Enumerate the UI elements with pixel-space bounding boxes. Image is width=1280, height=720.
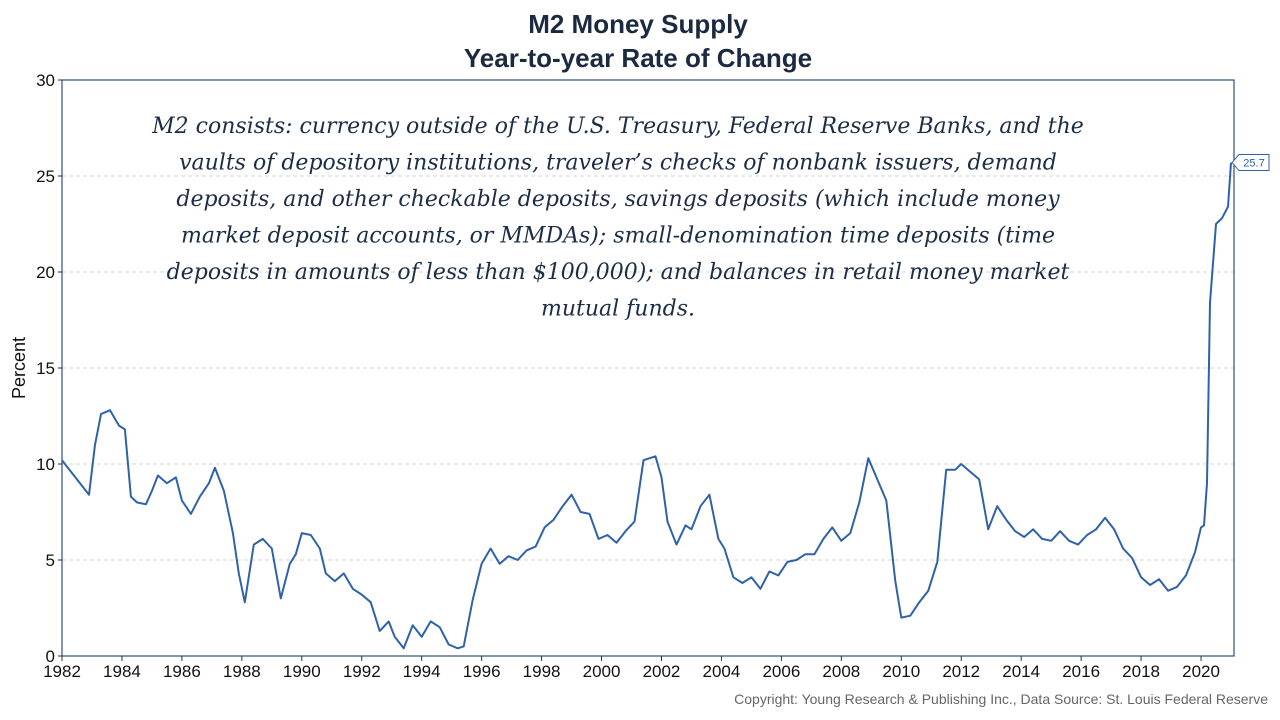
x-tick-label: 2006 [762, 662, 800, 681]
m2-definition-note: M2 consists: currency outside of the U.S… [151, 114, 1084, 322]
x-tick-label: 2012 [942, 662, 980, 681]
x-tick-label: 2008 [822, 662, 860, 681]
y-tick-label: 0 [46, 647, 55, 666]
series-line-m2-yoy [61, 162, 1232, 650]
note-line: deposits, and other checkable deposits, … [176, 187, 1060, 212]
x-tick-label: 2018 [1122, 662, 1160, 681]
x-tick-label: 2002 [643, 662, 681, 681]
y-tick-label: 10 [36, 455, 55, 474]
x-axis-ticks: 1982 1984 1986 1988 1990 1992 1994 1996 1998 2000… [43, 656, 1220, 681]
x-tick-label: 2020 [1182, 662, 1220, 681]
chart-subtitle: Year-to-year Rate of Change [464, 43, 812, 73]
x-tick-label: 1984 [103, 662, 141, 681]
x-tick-label: 1986 [163, 662, 201, 681]
y-tick-label: 20 [36, 263, 55, 282]
last-value-label: 25.7 [1243, 158, 1264, 170]
y-axis-label: Percent [9, 337, 29, 399]
x-tick-label: 1992 [343, 662, 381, 681]
y-tick-label: 5 [46, 551, 55, 570]
y-tick-label: 25 [36, 167, 55, 186]
x-tick-label: 1998 [523, 662, 561, 681]
note-line: M2 consists: currency outside of the U.S… [151, 114, 1084, 139]
note-line: deposits in amounts of less than $100,00… [167, 260, 1070, 285]
last-value-box [1231, 154, 1270, 172]
y-tick-label: 30 [36, 71, 55, 90]
x-tick-label: 2004 [703, 662, 741, 681]
y-axis-ticks: 0 5 10 15 20 25 30 [36, 71, 62, 666]
note-line: mutual funds. [541, 297, 695, 322]
x-tick-label: 1996 [463, 662, 501, 681]
y-tick-label: 15 [36, 359, 55, 378]
x-tick-label: 1988 [223, 662, 261, 681]
x-tick-label: 1994 [403, 662, 441, 681]
note-line: vaults of depository institutions, trave… [179, 151, 1057, 176]
x-tick-label: 2016 [1062, 662, 1100, 681]
x-tick-label: 1982 [43, 662, 81, 681]
note-line: market deposit accounts, or MMDAs); smal… [181, 224, 1055, 249]
source-credit: Copyright: Young Research & Publishing I… [734, 691, 1268, 707]
x-tick-label: 2014 [1002, 662, 1040, 681]
x-tick-label: 2000 [583, 662, 621, 681]
last-value-callout: 25.7 [1231, 154, 1270, 172]
x-tick-label: 1990 [283, 662, 321, 681]
x-tick-label: 2010 [882, 662, 920, 681]
chart-title: M2 Money Supply [528, 9, 748, 39]
